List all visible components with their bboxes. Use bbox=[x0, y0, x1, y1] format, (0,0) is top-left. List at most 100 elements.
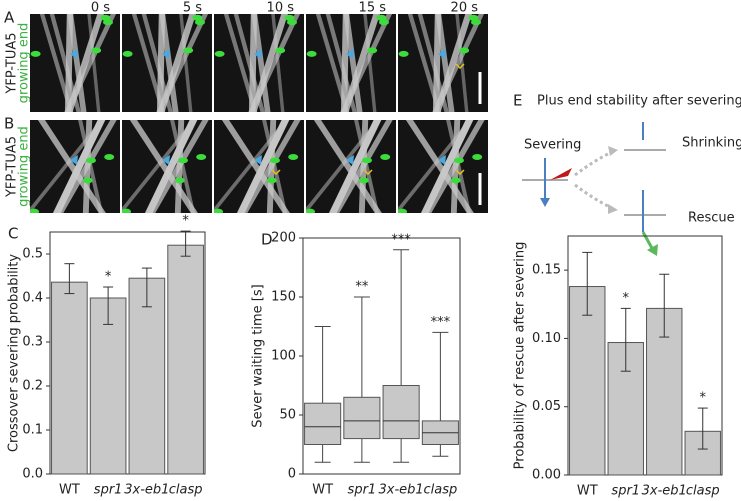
severing-wedge bbox=[550, 168, 572, 180]
dashed-arrow bbox=[574, 150, 613, 177]
panel-label: A bbox=[4, 9, 15, 27]
open-arrow bbox=[455, 63, 465, 70]
growing-end bbox=[398, 50, 409, 57]
filament bbox=[179, 14, 193, 112]
significance: *** bbox=[391, 232, 411, 247]
time-label: 0 s bbox=[91, 1, 110, 16]
open-arrow bbox=[455, 169, 465, 176]
filament bbox=[446, 120, 472, 213]
x-tick-label: clasp bbox=[169, 483, 203, 498]
filament bbox=[82, 120, 93, 213]
y-tick-label: 0.0 bbox=[22, 467, 43, 482]
x-tick-label: clasp bbox=[686, 484, 720, 499]
arrowhead bbox=[162, 155, 170, 165]
micrograph bbox=[214, 120, 304, 213]
filament bbox=[236, 120, 290, 213]
growing-end bbox=[30, 50, 41, 57]
filament bbox=[358, 120, 369, 213]
growing-end bbox=[459, 47, 470, 54]
growing-end bbox=[214, 208, 224, 213]
box bbox=[304, 402, 342, 446]
y-tick-label: 0.15 bbox=[532, 263, 561, 278]
bar bbox=[569, 286, 606, 476]
plot-frame bbox=[567, 235, 723, 476]
y-tick-label: 150 bbox=[271, 290, 296, 305]
filament bbox=[39, 14, 74, 112]
growing-end bbox=[275, 47, 286, 54]
x-tick-label: 3x-eb1 bbox=[379, 483, 424, 498]
y-tick-label: 0.10 bbox=[532, 331, 561, 346]
filament bbox=[315, 14, 350, 112]
micrograph bbox=[214, 14, 304, 112]
y-tick-label: 0.00 bbox=[532, 468, 561, 483]
y-tick-label: 50 bbox=[279, 408, 296, 423]
growing-end bbox=[104, 153, 115, 160]
filaments bbox=[398, 14, 485, 112]
open-arrow bbox=[271, 169, 281, 176]
filament bbox=[87, 14, 101, 112]
filament bbox=[262, 120, 288, 213]
filaments bbox=[122, 120, 209, 213]
time-label: 10 s bbox=[267, 1, 295, 16]
growing-end bbox=[30, 208, 40, 213]
x-tick-label: WT bbox=[59, 483, 80, 498]
growing-end bbox=[266, 177, 277, 184]
y-tick-label: 200 bbox=[271, 231, 296, 246]
filament bbox=[221, 120, 290, 213]
growing-end bbox=[122, 50, 133, 57]
y-axis-label: Probability of rescue after severing bbox=[513, 242, 528, 470]
filament bbox=[156, 14, 209, 112]
micrograph bbox=[122, 14, 212, 112]
significance: * bbox=[105, 270, 112, 285]
x-tick-label: spr1 bbox=[348, 483, 377, 498]
growing-end bbox=[194, 19, 205, 26]
bar bbox=[89, 297, 127, 475]
growing-end bbox=[470, 19, 481, 26]
arrowhead bbox=[346, 155, 354, 165]
growing-end bbox=[306, 208, 316, 213]
filament bbox=[131, 14, 166, 112]
micrograph bbox=[306, 14, 396, 112]
diagram-label: Severing bbox=[524, 138, 581, 153]
y-tick-label: 100 bbox=[271, 349, 296, 364]
filament bbox=[129, 120, 198, 213]
significance: ** bbox=[355, 280, 369, 295]
growing-end bbox=[380, 153, 391, 160]
micrograph bbox=[30, 120, 120, 213]
y-tick-label: 0.3 bbox=[22, 335, 43, 350]
growing-end bbox=[286, 19, 297, 26]
x-tick-label: WT bbox=[577, 484, 598, 499]
x-tick-label: clasp bbox=[423, 483, 457, 498]
filament bbox=[37, 120, 106, 213]
filament bbox=[271, 14, 285, 112]
growing-end bbox=[398, 208, 408, 213]
filament bbox=[432, 14, 485, 112]
filament bbox=[450, 120, 461, 213]
significance: *** bbox=[431, 315, 451, 330]
row-label: growing end bbox=[17, 23, 32, 104]
row-label: YFP-TUA5 bbox=[5, 136, 20, 198]
growing-end bbox=[450, 177, 461, 184]
panel-label: C bbox=[8, 225, 18, 243]
significance: * bbox=[700, 391, 707, 406]
significance: * bbox=[623, 291, 630, 306]
growing-end bbox=[358, 177, 369, 184]
y-tick-label: 0 bbox=[288, 467, 296, 482]
filament bbox=[174, 120, 185, 213]
x-tick-label: 3x-eb1 bbox=[642, 484, 687, 499]
row-label: YFP-TUA5 bbox=[5, 32, 20, 94]
filaments bbox=[398, 120, 485, 213]
filament bbox=[455, 14, 469, 112]
filament bbox=[251, 14, 271, 112]
y-tick-label: 0.4 bbox=[22, 291, 43, 306]
arrowhead bbox=[70, 49, 78, 59]
growing-end bbox=[472, 153, 483, 160]
diagram-label: Rescue bbox=[688, 211, 735, 226]
arrowhead bbox=[647, 244, 658, 256]
y-axis-label: Sever waiting time [s] bbox=[251, 284, 266, 427]
growing-end bbox=[183, 47, 194, 54]
growing-end bbox=[196, 153, 207, 160]
arrowhead bbox=[438, 49, 446, 59]
significance: * bbox=[182, 214, 189, 229]
